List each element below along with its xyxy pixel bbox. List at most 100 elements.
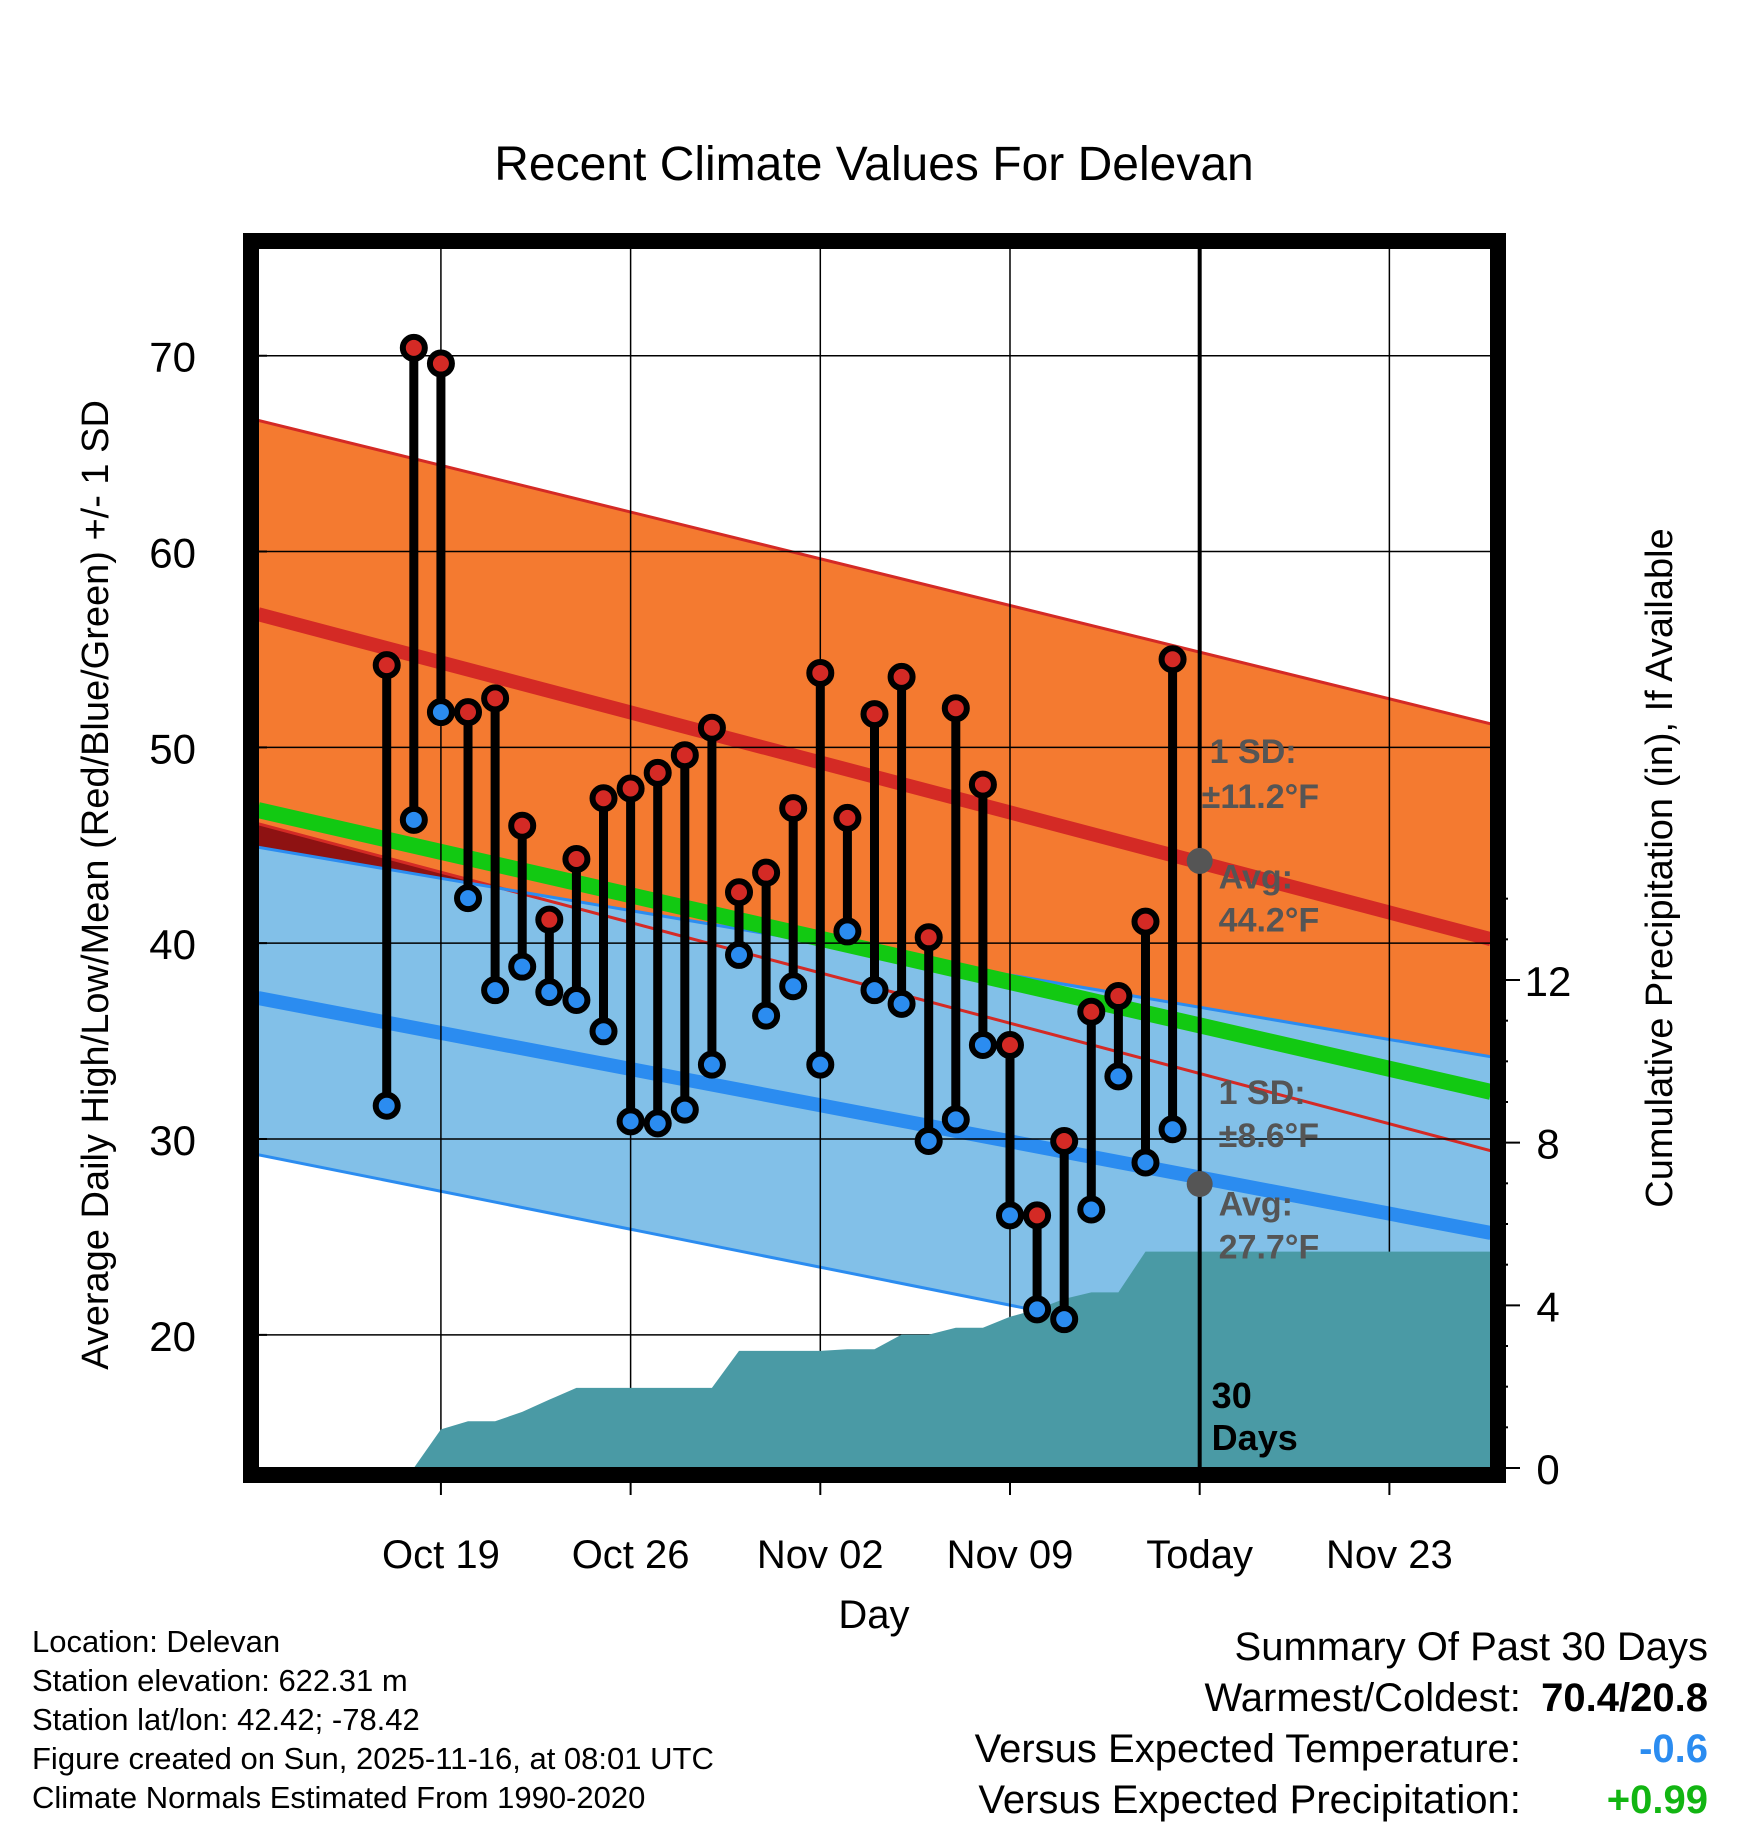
y-tick-label: 40 [149, 921, 196, 968]
y2-tick-label: 0 [1536, 1446, 1559, 1493]
x-tick-label: Oct 26 [572, 1533, 690, 1577]
high-point [670, 741, 699, 770]
y2-tick-label: 12 [1525, 958, 1572, 1005]
low-point [562, 985, 591, 1014]
high-point [616, 774, 645, 803]
y-tick-label: 20 [149, 1313, 196, 1360]
high-point [914, 923, 943, 952]
high-upper-edge [258, 418, 1491, 726]
high-point [589, 784, 618, 813]
precip-area [359, 1251, 1491, 1468]
low-sd-label: 1 SD: [1219, 1074, 1306, 1112]
summary-warm-cold-value: 70.4/20.8 [1541, 1676, 1708, 1720]
x-tick-label: Today [1146, 1533, 1253, 1577]
high-point [752, 858, 781, 887]
high-point [454, 698, 483, 727]
low-point [1104, 1062, 1133, 1091]
high-point [725, 878, 754, 907]
low-point [426, 698, 455, 727]
y2-axis-label: Cumulative Precipitation (in), If Availa… [1639, 528, 1681, 1207]
low-point [887, 989, 916, 1018]
info-latlon: Station lat/lon: 42.42; -78.42 [32, 1702, 420, 1737]
summary-temp: Versus Expected Temperature: -0.6 [975, 1724, 1708, 1775]
high-point [806, 658, 835, 687]
high-point [399, 333, 428, 362]
high-point [1158, 645, 1187, 674]
y-tick-label: 50 [149, 725, 196, 772]
info-normals: Climate Normals Estimated From 1990-2020 [32, 1780, 646, 1815]
high-point [1050, 1126, 1079, 1155]
x-tick-label: Nov 09 [947, 1533, 1074, 1577]
high-point [995, 1031, 1024, 1060]
summary-panel: Summary Of Past 30 Days Warmest/Coldest:… [975, 1622, 1708, 1826]
chart-title: Recent Climate Values For Delevan [494, 138, 1253, 191]
low-point [508, 952, 537, 981]
high-point [535, 905, 564, 934]
x-tick-label: Oct 19 [382, 1533, 500, 1577]
info-location: Location: Delevan [32, 1624, 281, 1659]
low-point [643, 1109, 672, 1138]
x-tick-label: Nov 02 [757, 1533, 884, 1577]
x-axis-label: Day [838, 1593, 909, 1637]
info-elevation: Station elevation: 622.31 m [32, 1663, 408, 1698]
low-point [752, 1001, 781, 1030]
low-point [616, 1107, 645, 1136]
high-point [643, 758, 672, 787]
summary-warm-cold: Warmest/Coldest: 70.4/20.8 [975, 1673, 1709, 1724]
low-point [833, 917, 862, 946]
high-point [372, 651, 401, 680]
low-point [779, 972, 808, 1001]
y-tick-label: 70 [149, 334, 196, 381]
low-point [372, 1091, 401, 1120]
low-point [1158, 1115, 1187, 1144]
high-sd-value: ±11.2°F [1202, 778, 1319, 816]
high-point [833, 803, 862, 832]
low-point [399, 805, 428, 834]
high-sd-label: 1 SD: [1210, 733, 1297, 771]
y2-tick-label: 4 [1536, 1283, 1559, 1330]
high-point [968, 770, 997, 799]
summary-warm-cold-label: Warmest/Coldest: [1204, 1676, 1521, 1720]
low-point [725, 940, 754, 969]
high-avg-value: 44.2°F [1219, 901, 1320, 939]
low-point [1077, 1195, 1106, 1224]
high-avg-marker [1186, 847, 1213, 874]
x-tick-label: Nov 23 [1326, 1533, 1453, 1577]
high-point [1023, 1201, 1052, 1230]
low-avg-marker [1186, 1171, 1213, 1198]
station-info: Location: Delevan Station elevation: 622… [32, 1622, 714, 1817]
low-point [860, 976, 889, 1005]
low-point [995, 1201, 1024, 1230]
high-avg-label: Avg: [1219, 858, 1293, 896]
low-point [1131, 1148, 1160, 1177]
high-point [1131, 907, 1160, 936]
low-point [968, 1031, 997, 1060]
low-avg-label: Avg: [1219, 1185, 1293, 1223]
high-point [697, 713, 726, 742]
summary-title: Summary Of Past 30 Days [1234, 1625, 1708, 1669]
low-point [481, 976, 510, 1005]
low-point [941, 1105, 970, 1134]
high-point [508, 811, 537, 840]
high-point [941, 694, 970, 723]
info-created: Figure created on Sun, 2025-11-16, at 08… [32, 1741, 714, 1776]
low-point [697, 1050, 726, 1079]
low-point [589, 1017, 618, 1046]
high-point [887, 662, 916, 691]
summary-precip: Versus Expected Precipitation: +0.99 [975, 1775, 1708, 1826]
low-point [914, 1126, 943, 1155]
plot-frame [243, 233, 1506, 1483]
y-axis-label: Average Daily High/Low/Mean (Red/Blue/Gr… [75, 400, 117, 1370]
high-point [481, 684, 510, 713]
high-point [562, 844, 591, 873]
low-avg-value: 27.7°F [1219, 1228, 1320, 1266]
low-normal-line [258, 991, 1491, 1240]
summary-precip-label: Versus Expected Precipitation: [978, 1778, 1521, 1822]
high-point [426, 349, 455, 378]
low-point [535, 978, 564, 1007]
low-point [1023, 1295, 1052, 1324]
y-tick-label: 60 [149, 530, 196, 577]
summary-temp-value: -0.6 [1639, 1727, 1708, 1771]
y-tick-label: 30 [149, 1117, 196, 1164]
